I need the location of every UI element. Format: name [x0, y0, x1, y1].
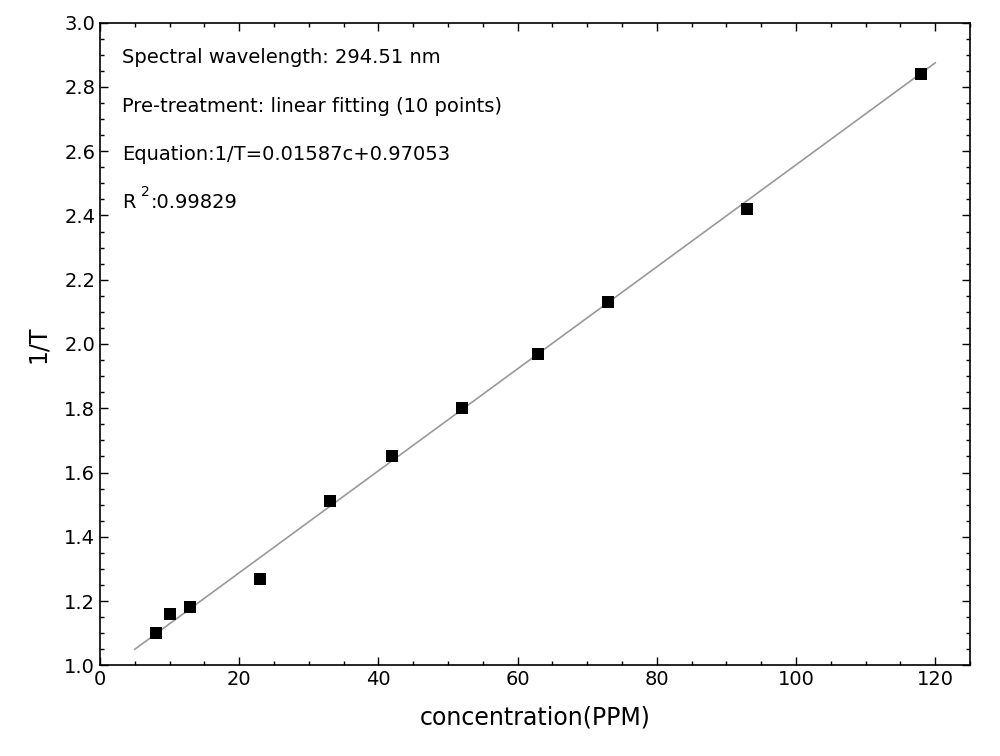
- Text: 2: 2: [141, 185, 150, 200]
- Point: [252, 572, 268, 584]
- Point: [530, 348, 546, 360]
- Point: [454, 402, 470, 414]
- Text: R: R: [122, 193, 135, 212]
- Y-axis label: 1/T: 1/T: [26, 325, 50, 363]
- Text: Pre-treatment: linear fitting (10 points): Pre-treatment: linear fitting (10 points…: [122, 97, 502, 116]
- Point: [600, 296, 616, 308]
- Text: Spectral wavelength: 294.51 nm: Spectral wavelength: 294.51 nm: [122, 48, 440, 67]
- Point: [148, 627, 164, 639]
- Text: :0.99829: :0.99829: [150, 193, 237, 212]
- Point: [739, 203, 755, 215]
- Point: [182, 602, 198, 614]
- X-axis label: concentration(PPM): concentration(PPM): [420, 706, 650, 730]
- Point: [913, 68, 929, 80]
- Point: [322, 495, 338, 507]
- Text: Equation:1/T=0.01587c+0.97053: Equation:1/T=0.01587c+0.97053: [122, 145, 450, 164]
- Point: [384, 451, 400, 463]
- Point: [162, 608, 178, 620]
